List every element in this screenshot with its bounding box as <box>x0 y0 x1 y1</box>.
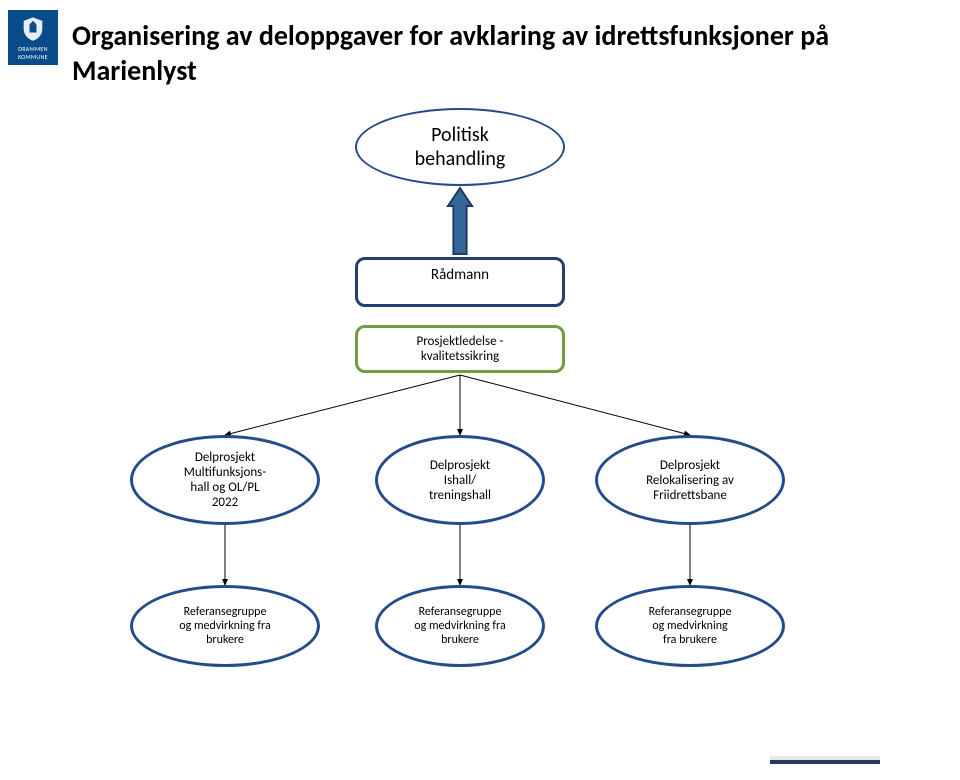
node-del1: Delprosjekt Multifunksjons- hall og OL/P… <box>130 435 320 525</box>
node-politisk: Politisk behandling <box>355 108 565 186</box>
connector-2 <box>460 375 690 435</box>
big-up-arrow <box>448 188 472 254</box>
node-del2-label: Delprosjekt Ishall/ treningshall <box>429 458 491 503</box>
node-prosjekt-label: Prosjektledelse - kvalitetssikring <box>417 334 504 364</box>
footer-accent-dark <box>770 760 880 764</box>
connector-0 <box>225 375 460 435</box>
node-del1-label: Delprosjekt Multifunksjons- hall og OL/P… <box>184 450 267 510</box>
node-prosjekt: Prosjektledelse - kvalitetssikring <box>355 325 565 373</box>
page-title: Organisering av deloppgaver for avklarin… <box>72 18 872 88</box>
node-ref1: Referansegruppe og medvirkning fra bruke… <box>130 585 320 667</box>
node-ref3-label: Referansegruppe og medvirkning fra bruke… <box>649 605 732 647</box>
node-politisk-label: Politisk behandling <box>415 123 506 171</box>
node-ref3: Referansegruppe og medvirkning fra bruke… <box>595 585 785 667</box>
shield-icon <box>19 15 47 43</box>
logo-badge: DRAMMEN KOMMUNE <box>8 10 58 65</box>
node-del3-label: Delprosjekt Relokalisering av Friidretts… <box>646 458 734 503</box>
node-del2: Delprosjekt Ishall/ treningshall <box>375 435 545 525</box>
node-radmann: Rådmann <box>355 257 565 307</box>
node-radmann-label: Rådmann <box>431 266 489 284</box>
node-ref2-label: Referansegruppe og medvirkning fra bruke… <box>414 605 505 647</box>
logo-text: DRAMMEN KOMMUNE <box>8 45 58 61</box>
node-ref2: Referansegruppe og medvirkning fra bruke… <box>375 585 545 667</box>
node-ref1-label: Referansegruppe og medvirkning fra bruke… <box>179 605 270 647</box>
node-del3: Delprosjekt Relokalisering av Friidretts… <box>595 435 785 525</box>
